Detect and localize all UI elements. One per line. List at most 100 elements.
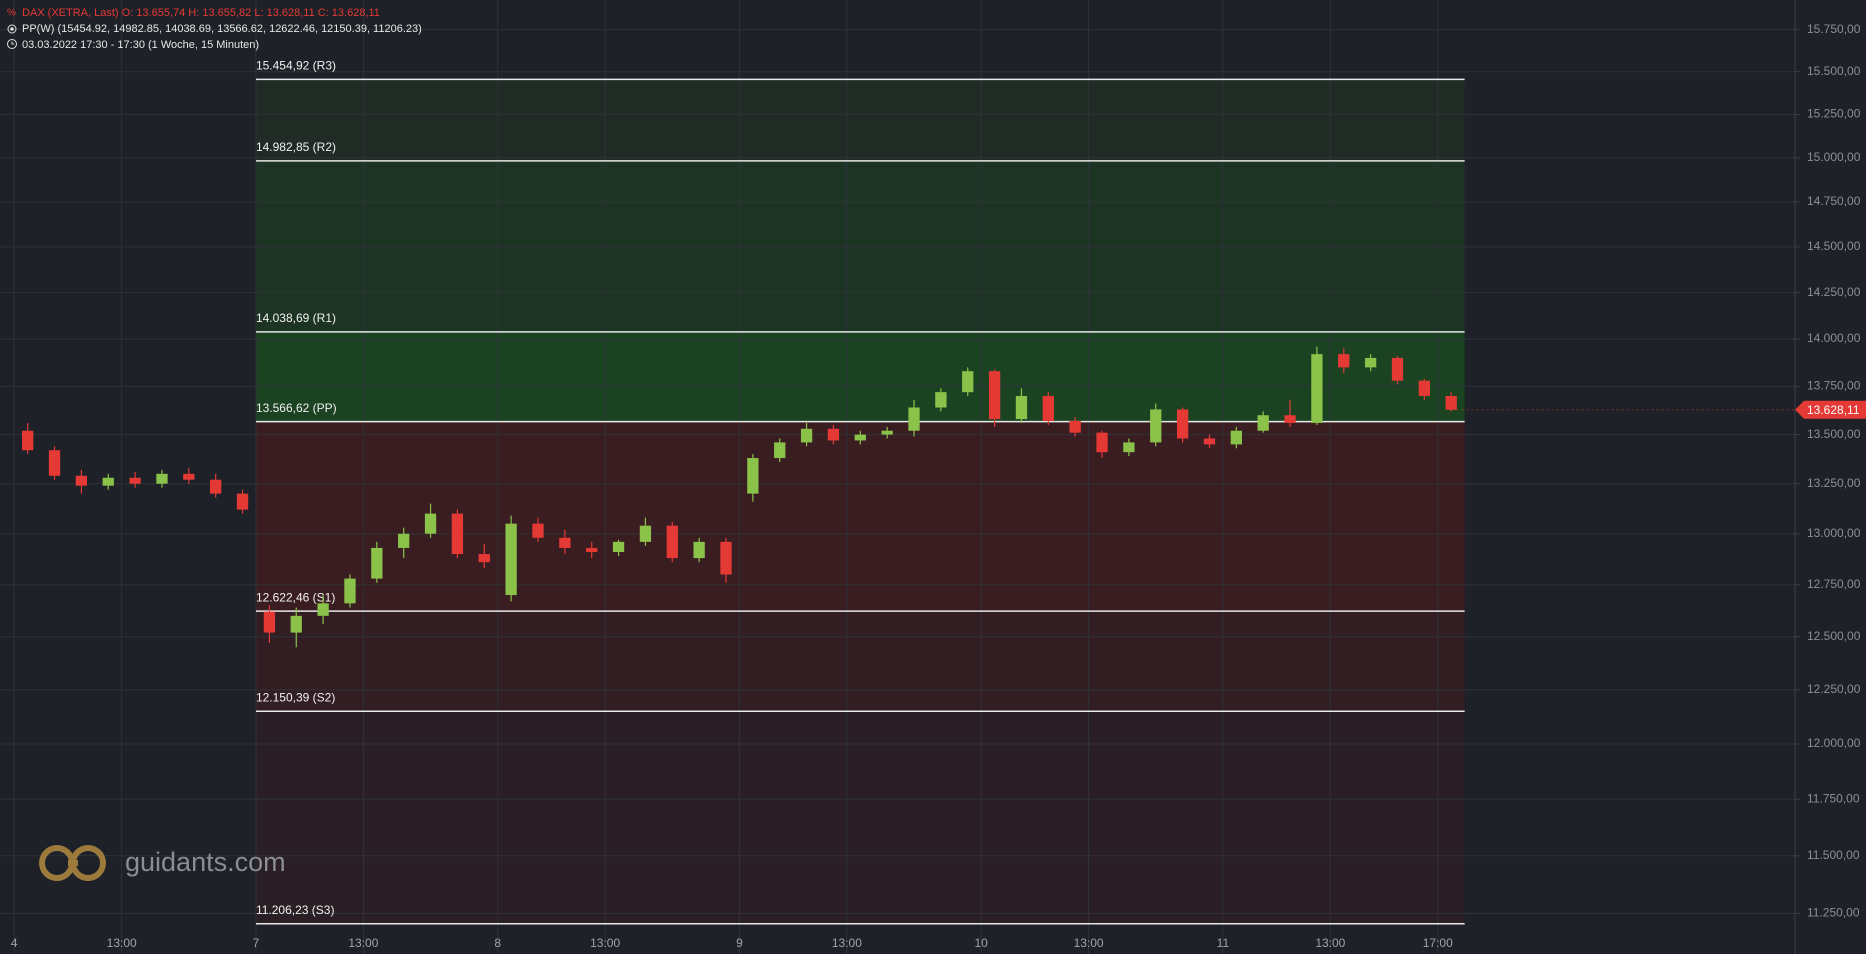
- pivot-zone: [255, 421, 1465, 612]
- y-tick-label: 13.750,00: [1807, 379, 1861, 393]
- pivot-label: 12.622,46 (S1): [256, 590, 335, 604]
- pivot-zone: [255, 711, 1465, 924]
- candle-body: [1069, 421, 1081, 433]
- candle-body: [639, 525, 652, 542]
- symbol-line: DAX (XETRA, Last) O: 13.655,74 H: 13.655…: [22, 7, 380, 19]
- pivot-label: 14.982,85 (R2): [256, 140, 336, 154]
- indicator-icon-dot: [10, 27, 14, 31]
- candle-body: [22, 430, 34, 451]
- candle-body: [774, 442, 786, 459]
- y-tick-label: 14.500,00: [1807, 239, 1861, 253]
- last-price-tag: [1795, 400, 1866, 419]
- candle-body: [48, 450, 61, 476]
- candle-body: [451, 513, 464, 555]
- pivot-label: 15.454,92 (R3): [256, 59, 336, 73]
- pivot-zone: [255, 160, 1465, 332]
- candle-body: [1284, 415, 1296, 423]
- symbol-icon: %: [7, 8, 16, 19]
- pivot-label: 14.038,69 (R1): [256, 311, 336, 325]
- y-tick-label: 12.000,00: [1807, 736, 1861, 750]
- pivot-zone: [255, 331, 1465, 422]
- watermark: guidants.com: [125, 847, 286, 877]
- y-tick-label: 14.000,00: [1807, 331, 1861, 345]
- candle-body: [1257, 415, 1269, 431]
- candle-body: [720, 541, 732, 575]
- x-tick-label: 11: [1217, 936, 1230, 950]
- y-tick-label: 13.000,00: [1807, 526, 1861, 540]
- candle-body: [398, 533, 410, 548]
- y-tick-label: 12.250,00: [1807, 682, 1861, 696]
- candle-body: [1042, 395, 1054, 422]
- x-tick-label: 13:00: [1315, 936, 1345, 950]
- watermark-logo: [39, 845, 106, 881]
- clock-icon: [7, 39, 17, 49]
- x-tick-label: 13:00: [348, 936, 378, 950]
- candle-body: [612, 541, 625, 552]
- pivot-label: 13.566,62 (PP): [256, 401, 337, 415]
- candle-body: [693, 541, 705, 559]
- y-tick-label: 15.500,00: [1807, 64, 1861, 78]
- candle-body: [236, 493, 249, 510]
- period-line: 03.03.2022 17:30 - 17:30 (1 Woche, 15 Mi…: [22, 39, 259, 51]
- y-tick-label: 13.500,00: [1807, 427, 1861, 441]
- candle-body: [505, 523, 517, 596]
- candle-body: [1230, 430, 1242, 445]
- candle-body: [666, 525, 678, 559]
- candle-body: [908, 407, 920, 431]
- x-tick-label: 13:00: [590, 936, 620, 950]
- candle-body: [1203, 438, 1216, 445]
- last-price-label: 13.628,11: [1807, 403, 1860, 417]
- candle-body: [210, 479, 222, 494]
- candle-body: [1391, 357, 1404, 381]
- x-tick-label: 8: [494, 936, 501, 950]
- x-tick-label: 13:00: [1074, 936, 1104, 950]
- candle-body: [962, 371, 974, 393]
- candle-body: [263, 611, 276, 633]
- candle-body: [800, 428, 813, 443]
- candle-body: [988, 371, 1001, 420]
- header: % DAX (XETRA, Last) O: 13.655,74 H: 13.6…: [7, 7, 422, 51]
- indicator-line: PP(W) (15454.92, 14982.85, 14038.69, 135…: [22, 23, 422, 35]
- candle-body: [559, 537, 571, 548]
- candle-body: [1364, 357, 1377, 368]
- pivot-zone: [255, 79, 1465, 161]
- candle-body: [532, 523, 544, 538]
- y-tick-label: 14.250,00: [1807, 285, 1861, 299]
- candle-body: [1418, 380, 1430, 396]
- candle-body: [854, 434, 866, 441]
- candle-body: [1015, 395, 1028, 420]
- candle-body: [129, 477, 141, 484]
- candle-body: [290, 615, 302, 633]
- candle-body: [478, 554, 490, 563]
- y-tick-label: 14.750,00: [1807, 194, 1861, 208]
- candle-body: [183, 473, 195, 480]
- pivot-zone: [255, 611, 1465, 712]
- candle-body: [881, 430, 893, 435]
- y-tick-label: 12.500,00: [1807, 629, 1861, 643]
- candle-body: [1150, 409, 1162, 443]
- y-tick-label: 12.750,00: [1807, 577, 1861, 591]
- y-tick-label: 13.250,00: [1807, 476, 1861, 490]
- y-tick-label: 15.750,00: [1807, 22, 1861, 36]
- x-tick-label: 10: [974, 936, 988, 950]
- y-tick-label: 11.750,00: [1807, 791, 1860, 805]
- candle-body: [344, 578, 356, 604]
- pivot-label: 11.206,23 (S3): [256, 903, 335, 917]
- candle-body: [586, 547, 598, 552]
- clock-hands: [11, 41, 14, 45]
- candle-body: [1338, 354, 1350, 368]
- x-tick-label: 7: [253, 936, 260, 950]
- x-tick-label: 4: [11, 936, 18, 950]
- y-tick-label: 15.000,00: [1807, 150, 1861, 164]
- candle-body: [424, 513, 437, 534]
- candle-body: [102, 477, 114, 486]
- y-tick-label: 15.250,00: [1807, 107, 1861, 121]
- x-tick-label: 9: [736, 936, 743, 950]
- candle-body: [317, 603, 329, 616]
- candle-body: [1311, 354, 1323, 423]
- candle-body: [1445, 395, 1457, 410]
- candle-body: [371, 547, 383, 579]
- x-tick-label: 13:00: [107, 936, 137, 950]
